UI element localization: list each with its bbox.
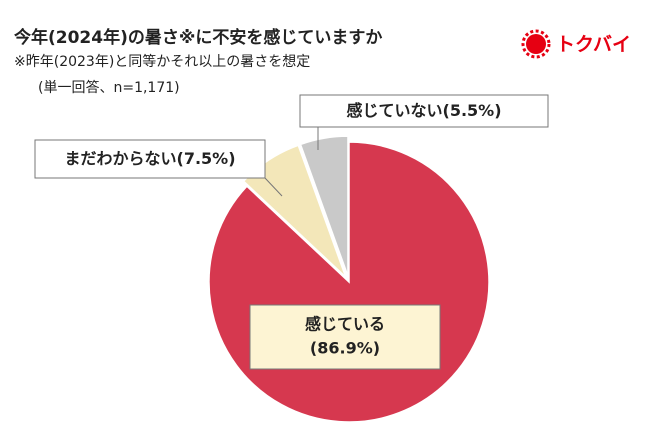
slice-label: 感じていない(5.5%) (346, 101, 501, 120)
value-label: (5.5%) (443, 101, 502, 120)
value-label: (7.5%) (177, 149, 236, 168)
value-label: (86.9%) (310, 339, 380, 358)
label-box (34, 139, 266, 179)
chart-subtitle: ※昨年(2023年)と同等かそれ以上の暑さを想定 (14, 53, 310, 70)
label-box (299, 94, 549, 128)
labels: 感じている (86.9%) まだわからない(7.5%) 感じていない(5.5%) (34, 94, 549, 370)
pie-slice (242, 144, 347, 278)
leader-line (264, 177, 283, 197)
logo-text: トクバイ (556, 34, 631, 56)
label-box (249, 304, 441, 370)
category-label: 感じている (305, 315, 385, 334)
chart-title: 今年(2024年)の暑さ※に不安を感じていますか (14, 27, 382, 48)
slice-label: まだわからない(7.5%) (64, 149, 235, 168)
chart-note: (単一回答、n=1,171) (38, 79, 180, 96)
logo-icon (526, 34, 546, 54)
category-label: まだわからない (64, 149, 176, 168)
logo-rays (521, 29, 551, 59)
pie-slice (299, 135, 349, 277)
logo: トクバイ (521, 29, 631, 59)
category-label: 感じていない (346, 101, 442, 120)
